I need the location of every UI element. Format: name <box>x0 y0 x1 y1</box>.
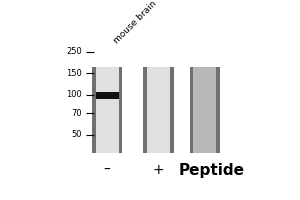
Bar <box>190 67 194 153</box>
Bar <box>170 67 173 153</box>
Bar <box>96 92 119 99</box>
Text: 50: 50 <box>71 130 82 139</box>
Text: +: + <box>153 163 164 177</box>
Bar <box>92 67 96 153</box>
Text: 70: 70 <box>71 109 82 118</box>
Bar <box>143 67 147 153</box>
Bar <box>96 67 119 153</box>
Text: 250: 250 <box>66 47 82 56</box>
Text: –: – <box>104 163 111 177</box>
Bar <box>122 67 143 153</box>
Bar <box>190 67 220 153</box>
Bar <box>119 67 122 153</box>
Bar <box>92 67 122 153</box>
Text: Peptide: Peptide <box>179 163 245 178</box>
Text: mouse brain: mouse brain <box>112 0 159 46</box>
Bar <box>143 67 173 153</box>
Bar <box>147 67 170 153</box>
Text: 150: 150 <box>66 69 82 78</box>
Bar <box>216 67 220 153</box>
Text: 100: 100 <box>66 90 82 99</box>
Bar <box>173 67 190 153</box>
